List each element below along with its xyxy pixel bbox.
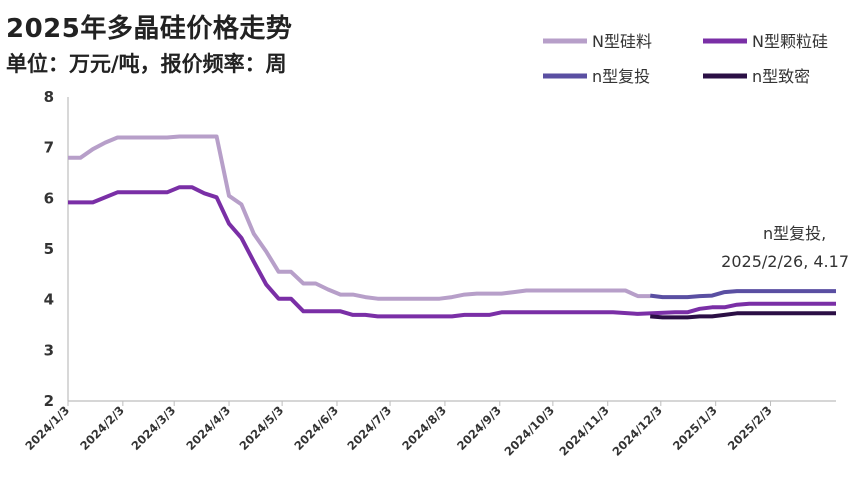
x-tick-label: 2024/3/3 [129, 403, 179, 453]
series-line-1 [68, 134, 651, 301]
x-tick-label: 2024/8/3 [399, 403, 449, 453]
series-line-4 [650, 311, 836, 320]
y-tick-label: 7 [44, 139, 54, 157]
y-tick-label: 2 [44, 392, 54, 410]
series-line-3 [649, 289, 836, 300]
annotation-layer: n型复投, 2025/2/26, 4.17 [721, 224, 849, 271]
chart-title: 2025年多晶硅价格走势 [6, 14, 293, 44]
x-tick-label: 2024/12/3 [609, 403, 664, 458]
legend-label: n型致密 [752, 67, 810, 86]
x-tick-label: 2024/4/3 [183, 403, 233, 453]
series-layer [68, 134, 836, 320]
y-tick-label: 5 [44, 240, 54, 258]
x-tick-label: 2024/1/3 [22, 403, 72, 453]
x-tick-label: 2024/11/3 [556, 403, 611, 458]
x-tick-label: 2024/6/3 [291, 403, 341, 453]
x-tick-label: 2024/10/3 [502, 403, 557, 458]
x-tick-label: 2024/7/3 [344, 403, 394, 453]
y-tick-label: 8 [44, 88, 54, 106]
x-tick-label: 2025/1/3 [670, 403, 720, 453]
y-tick-label: 6 [44, 189, 54, 207]
y-tick-label: 4 [44, 291, 54, 309]
legend-label: N型硅料 [592, 32, 652, 51]
x-tick-label: 2024/5/3 [236, 403, 286, 453]
legend-label: N型颗粒硅 [752, 32, 828, 51]
x-tick-label: 2024/2/3 [77, 403, 127, 453]
annotation-series-label: n型复投, [763, 224, 826, 243]
chart-subtitle: 单位：万元/吨，报价频率：周 [6, 52, 287, 76]
x-tick-label: 2025/2/3 [725, 403, 775, 453]
annotation-value-label: 2025/2/26, 4.17 [721, 252, 849, 271]
legend: N型硅料 N型颗粒硅 n型复投 n型致密 [543, 32, 828, 86]
legend-label: n型复投 [592, 67, 650, 86]
x-tick-label: 2024/9/3 [454, 403, 504, 453]
y-tick-label: 3 [44, 341, 54, 359]
series-line-2 [68, 185, 836, 319]
